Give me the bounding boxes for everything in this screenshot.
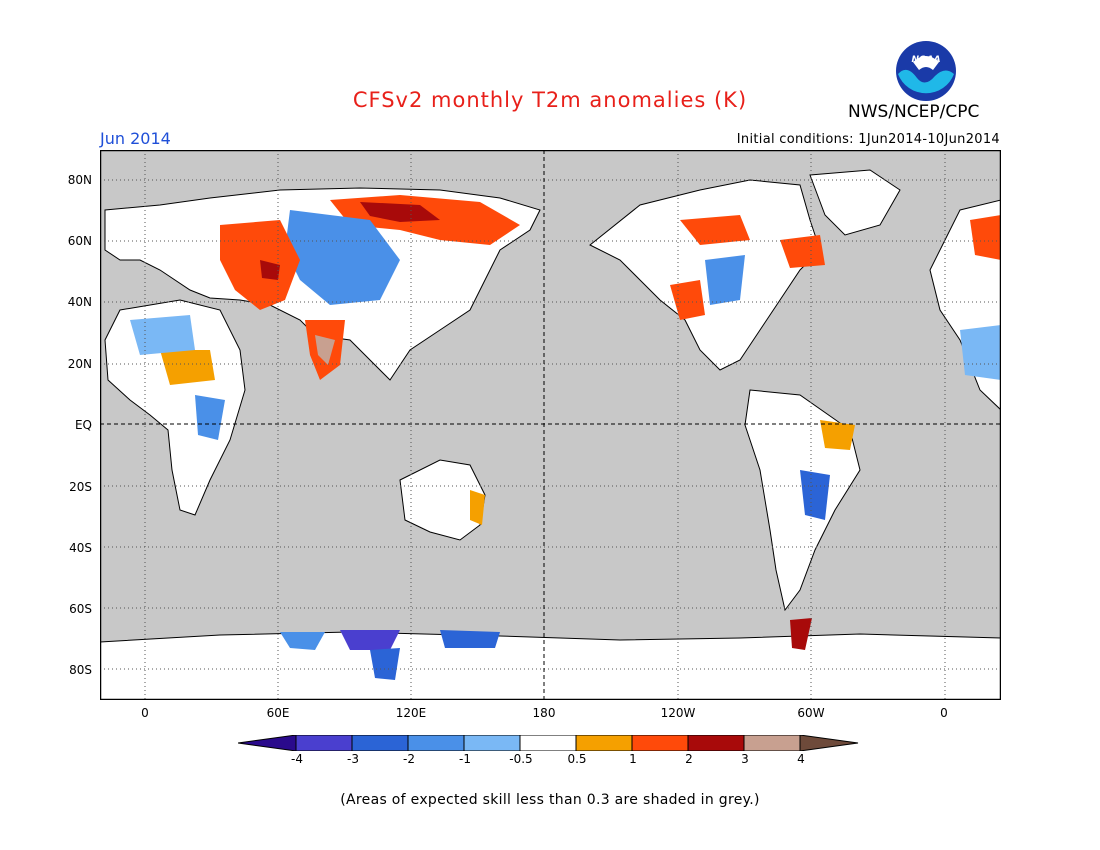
initial-conditions-label: Initial conditions: 1Jun2014-10Jun2014 bbox=[736, 132, 1000, 147]
anomaly-canada-warm bbox=[680, 215, 750, 245]
colorbar-label-2: 2 bbox=[685, 752, 693, 766]
footnote: (Areas of expected skill less than 0.3 a… bbox=[340, 792, 760, 808]
anomaly-antarctica-cool-2 bbox=[340, 630, 400, 650]
anomaly-central-asia-cool bbox=[285, 210, 400, 305]
lon-label-60w: 60W bbox=[797, 706, 825, 720]
anomaly-caspian-warm bbox=[220, 220, 300, 310]
lat-label-60s: 60S bbox=[69, 602, 92, 616]
colorbar-segment bbox=[687, 735, 745, 751]
anomaly-antarctica-cool-4 bbox=[440, 630, 500, 648]
anomaly-siberia-hot bbox=[360, 202, 440, 222]
noaa-logo: NOAA bbox=[896, 41, 956, 101]
anomaly-us-west-warm bbox=[670, 280, 705, 320]
colorbar-label-3: 3 bbox=[741, 752, 749, 766]
anomaly-sahara-warm bbox=[160, 350, 215, 385]
lat-label-80s: 80S bbox=[69, 663, 92, 677]
anomaly-antarctica-cool-1 bbox=[280, 632, 325, 650]
colorbar-label-neg3: -3 bbox=[347, 752, 359, 766]
anomaly-europe-east-warm bbox=[970, 215, 1001, 260]
colorbar-segment-min bbox=[238, 735, 297, 751]
agency-label: NWS/NCEP/CPC bbox=[848, 102, 980, 122]
landmass-australia bbox=[399, 459, 486, 541]
lon-label-120e: 120E bbox=[395, 706, 427, 720]
map-title: CFSv2 monthly T2m anomalies (K) bbox=[352, 88, 748, 112]
lon-label-120w: 120W bbox=[660, 706, 696, 720]
lon-label-60e: 60E bbox=[266, 706, 290, 720]
anomaly-brazil-cool bbox=[800, 470, 830, 520]
lon-label-0: 0 bbox=[141, 706, 149, 720]
anomaly-antarctic-peninsula-hot bbox=[790, 618, 812, 650]
colorbar-label-neg2: -2 bbox=[403, 752, 415, 766]
lat-label-80n: 80N bbox=[67, 173, 92, 187]
landmass-antarctica bbox=[100, 631, 1001, 700]
lat-label-eq: EQ bbox=[74, 418, 92, 432]
colorbar-segment bbox=[575, 735, 633, 751]
colorbar-segment bbox=[743, 735, 801, 751]
colorbar-segment bbox=[351, 735, 409, 751]
lat-label-60n: 60N bbox=[67, 234, 92, 248]
anomaly-brazil-warm bbox=[820, 420, 855, 450]
colorbar-label-neg4: -4 bbox=[291, 752, 303, 766]
landmass-greenland bbox=[809, 169, 901, 236]
anomaly-europe-east-cool bbox=[960, 325, 1001, 380]
anomaly-map bbox=[100, 150, 1001, 700]
colorbar-label-0p5: 0.5 bbox=[567, 752, 587, 766]
anomaly-west-africa-cool bbox=[130, 315, 195, 355]
lat-label-20s: 20S bbox=[69, 480, 92, 494]
anomaly-east-africa-cool bbox=[195, 395, 225, 440]
colorbar-segment bbox=[463, 735, 521, 751]
anomaly-hudson-warm bbox=[780, 235, 825, 268]
anomaly-australia-east-warm bbox=[470, 490, 485, 525]
lon-label-180: 180 bbox=[532, 706, 556, 720]
colorbar-segment-max bbox=[799, 735, 859, 751]
colorbar-label-neg0p5: -0.5 bbox=[509, 752, 533, 766]
colorbar bbox=[238, 735, 859, 751]
colorbar-segment bbox=[631, 735, 689, 751]
colorbar-label-4: 4 bbox=[797, 752, 805, 766]
landmass-north-america bbox=[589, 179, 821, 371]
anomaly-india-hot bbox=[315, 335, 335, 365]
lat-label-40n: 40N bbox=[67, 295, 92, 309]
anomaly-antarctica-cool-3 bbox=[370, 648, 400, 680]
month-label: Jun 2014 bbox=[100, 129, 171, 148]
colorbar-segment bbox=[519, 735, 577, 751]
lat-label-20n: 20N bbox=[67, 357, 92, 371]
lon-label-0-east: 0 bbox=[940, 706, 948, 720]
noaa-logo-text: NOAA bbox=[911, 55, 940, 65]
colorbar-segment bbox=[295, 735, 353, 751]
anomaly-caspian-hot bbox=[260, 260, 280, 280]
colorbar-label-1: 1 bbox=[629, 752, 637, 766]
anomaly-us-central-cool bbox=[705, 255, 745, 305]
colorbar-segment bbox=[407, 735, 465, 751]
lat-label-40s: 40S bbox=[69, 541, 92, 555]
colorbar-label-neg1: -1 bbox=[459, 752, 471, 766]
